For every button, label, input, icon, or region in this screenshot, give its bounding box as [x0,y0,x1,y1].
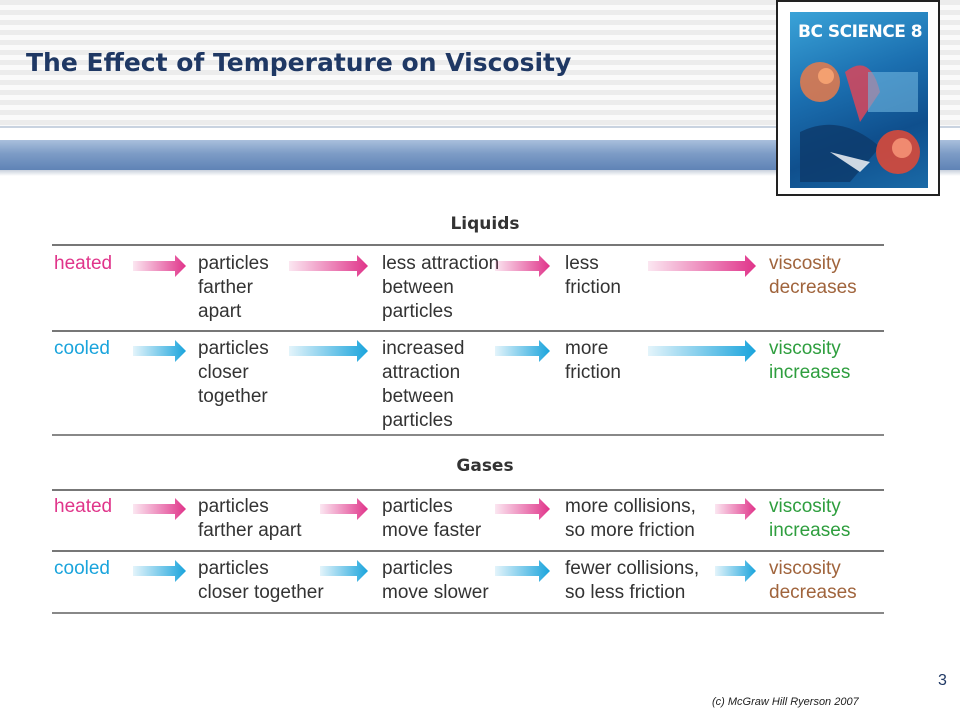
arrow-heated-2 [320,498,368,520]
condition-label-cooled: cooled [54,558,110,579]
arrow-heated-4 [648,255,756,277]
step-cell: particles move slower [382,558,489,603]
section-title-liquids: Liquids [450,214,520,234]
table-divider [52,434,884,436]
cover-illustration [800,62,920,182]
table-divider [52,489,884,491]
result-cell: viscosity decreases [769,253,857,298]
arrow-cooled-1 [133,560,186,582]
arrow-cooled-3 [495,560,550,582]
copyright-notice: (c) McGraw Hill Ryerson 2007 [712,696,859,708]
step-cell: particles farther apart [198,496,302,541]
header-band-shadow [0,170,960,176]
step-cell: particles farther apart [198,253,269,322]
header-divider [0,126,960,128]
arrow-cooled-2 [320,560,368,582]
condition-label-heated: heated [54,253,113,274]
arrow-cooled-4 [715,560,756,582]
step-cell: particles closer together [198,338,269,407]
step-cell: fewer collisions, so less friction [565,558,700,603]
step-cell: increased attraction between particles [382,338,465,431]
page-number: 3 [938,672,947,689]
condition-label-heated: heated [54,496,113,517]
arrow-cooled-2 [289,340,368,362]
arrow-heated-3 [495,255,550,277]
table-divider [52,550,884,552]
table-divider [52,330,884,332]
arrow-heated-3 [495,498,550,520]
arrow-cooled-3 [495,340,550,362]
book-cover-title: BC SCIENCE 8 [798,22,923,42]
step-cell: particles move faster [382,496,482,541]
step-cell: less attraction between particles [382,253,500,322]
arrow-heated-2 [289,255,368,277]
arrow-cooled-4 [648,340,756,362]
step-cell: more collisions, so more friction [565,496,696,541]
arrow-heated-4 [715,498,756,520]
table-divider [52,612,884,614]
step-cell: less friction [565,253,621,298]
book-cover: BC SCIENCE 8 [776,0,940,196]
condition-label-cooled: cooled [54,338,110,359]
arrow-heated-1 [133,255,186,277]
step-cell: more friction [565,338,621,383]
result-cell: viscosity increases [769,496,851,541]
section-title-gases: Gases [456,456,514,476]
result-cell: viscosity decreases [769,558,857,603]
step-cell: particles closer together [198,558,324,603]
arrow-heated-1 [133,498,186,520]
table-divider [52,244,884,246]
book-cover-art: BC SCIENCE 8 [790,12,928,188]
arrow-cooled-1 [133,340,186,362]
result-cell: viscosity increases [769,338,851,383]
slide-title: The Effect of Temperature on Viscosity [26,48,572,77]
